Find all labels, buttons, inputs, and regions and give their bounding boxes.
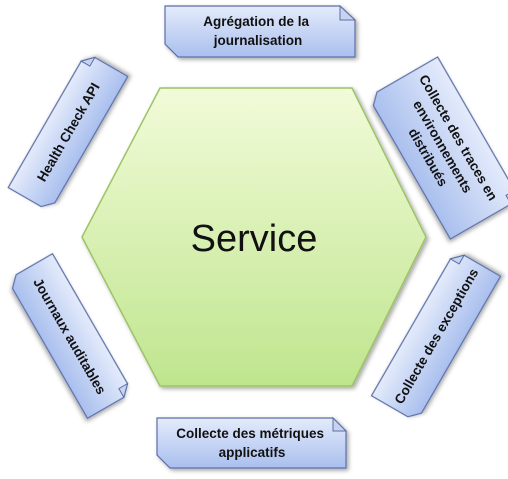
card-application-metrics-line-2: applicatifs <box>219 445 286 460</box>
card-log-aggregation-line-2: journalisation <box>213 33 303 48</box>
card-log-aggregation: Agrégation de la journalisation <box>164 4 357 58</box>
svg-text:Collecte des métriques a: Collecte des métriques applicatifs <box>176 426 328 460</box>
service-label: Service <box>191 218 318 260</box>
svg-text:Agrégation de la journal: Agrégation de la journalisation <box>203 14 313 48</box>
service-hexagon: Service <box>81 87 427 387</box>
card-log-aggregation-line-1: Agrégation de la <box>203 14 309 29</box>
card-application-metrics: Collecte des métriques applicatifs <box>156 416 348 469</box>
card-application-metrics-line-1: Collecte des métriques <box>176 426 324 441</box>
